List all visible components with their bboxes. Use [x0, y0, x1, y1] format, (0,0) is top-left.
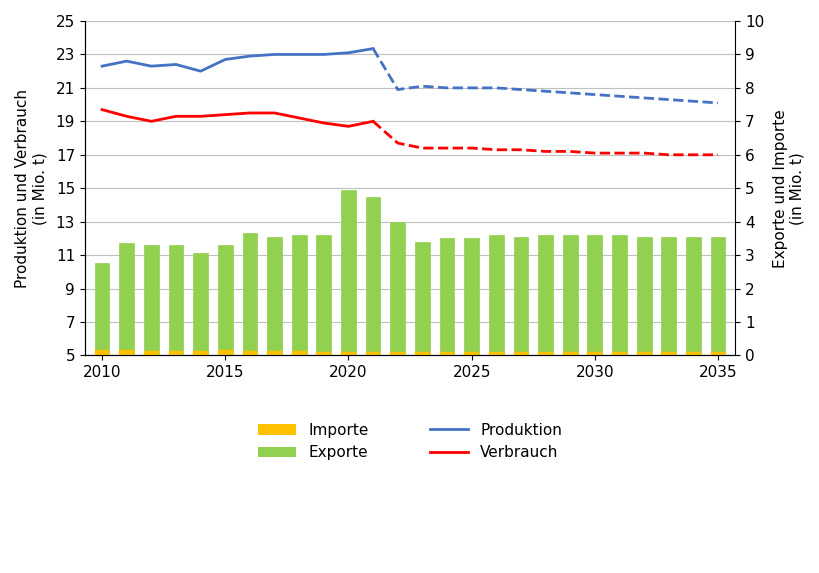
Bar	[513, 237, 527, 355]
Bar	[513, 352, 527, 355]
Bar	[267, 351, 282, 355]
Bar	[120, 351, 134, 355]
Bar	[439, 352, 454, 355]
Bar	[686, 237, 700, 355]
Bar	[144, 351, 159, 355]
Bar	[488, 235, 503, 355]
Bar	[439, 238, 454, 355]
Bar	[242, 233, 257, 355]
Bar	[218, 351, 233, 355]
Bar	[193, 253, 208, 355]
Bar	[316, 235, 331, 355]
Bar	[562, 352, 577, 355]
Bar	[710, 237, 725, 355]
Bar	[661, 352, 676, 355]
Bar	[586, 352, 601, 355]
Bar	[341, 352, 355, 355]
Bar	[464, 238, 478, 355]
Bar	[316, 352, 331, 355]
Bar	[488, 352, 503, 355]
Bar	[586, 235, 601, 355]
Bar	[390, 222, 405, 355]
Bar	[267, 237, 282, 355]
Bar	[144, 245, 159, 355]
Bar	[341, 190, 355, 355]
Bar	[686, 352, 700, 355]
Bar	[636, 237, 651, 355]
Bar	[292, 235, 306, 355]
Bar	[661, 237, 676, 355]
Bar	[414, 242, 429, 355]
Bar	[169, 351, 183, 355]
Bar	[636, 352, 651, 355]
Bar	[94, 351, 109, 355]
Bar	[193, 351, 208, 355]
Bar	[562, 235, 577, 355]
Bar	[464, 352, 478, 355]
Bar	[218, 245, 233, 355]
Bar	[390, 352, 405, 355]
Bar	[292, 351, 306, 355]
Bar	[537, 235, 552, 355]
Bar	[611, 235, 626, 355]
Bar	[242, 351, 257, 355]
Bar	[169, 245, 183, 355]
Bar	[414, 352, 429, 355]
Bar	[365, 352, 380, 355]
Bar	[611, 352, 626, 355]
Bar	[94, 264, 109, 355]
Y-axis label: Exporte und Importe
(in Mio. t): Exporte und Importe (in Mio. t)	[771, 109, 804, 268]
Bar	[537, 352, 552, 355]
Bar	[710, 352, 725, 355]
Bar	[365, 197, 380, 355]
Bar	[120, 244, 134, 355]
Legend: Importe, Exporte, Produktion, Verbrauch: Importe, Exporte, Produktion, Verbrauch	[251, 417, 568, 466]
Y-axis label: Produktion und Verbrauch
(in Mio. t): Produktion und Verbrauch (in Mio. t)	[15, 89, 48, 288]
